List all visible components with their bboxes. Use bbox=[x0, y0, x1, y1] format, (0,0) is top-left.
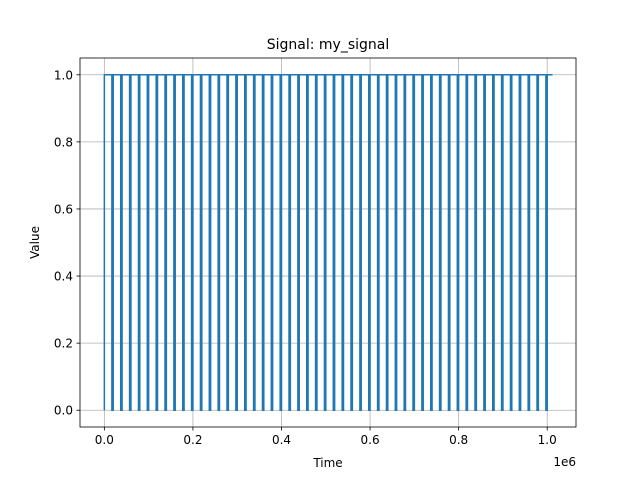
y-tick-label: 1.0 bbox=[54, 68, 73, 82]
y-tick-label: 0.0 bbox=[54, 404, 73, 418]
x-tick-label: 0.6 bbox=[361, 433, 380, 447]
signal-series bbox=[103, 74, 553, 411]
y-tick-label: 0.4 bbox=[54, 270, 73, 284]
y-tick-label: 0.8 bbox=[54, 135, 73, 149]
y-axis-label: Value bbox=[28, 226, 42, 259]
plot-frame bbox=[79, 57, 577, 428]
signal-line bbox=[103, 74, 553, 411]
chart-title: Signal: my_signal bbox=[267, 37, 390, 53]
x-axis-label: Time bbox=[312, 456, 342, 470]
x-tick-label: 1.0 bbox=[538, 433, 557, 447]
y-tick-label: 0.6 bbox=[54, 202, 73, 216]
y-tick-label: 0.2 bbox=[54, 337, 73, 351]
x-axis-offset-label: 1e6 bbox=[553, 455, 576, 469]
x-tick-label: 0.0 bbox=[95, 433, 114, 447]
axis-ticks: 0.0 0.2 0.4 0.6 0.8 1.0 0.0 0.2 0.4 0.6 0.8 1.0 bbox=[54, 68, 557, 447]
x-tick-label: 0.2 bbox=[183, 433, 202, 447]
x-tick-label: 0.4 bbox=[272, 433, 291, 447]
x-tick-label: 0.8 bbox=[449, 433, 468, 447]
